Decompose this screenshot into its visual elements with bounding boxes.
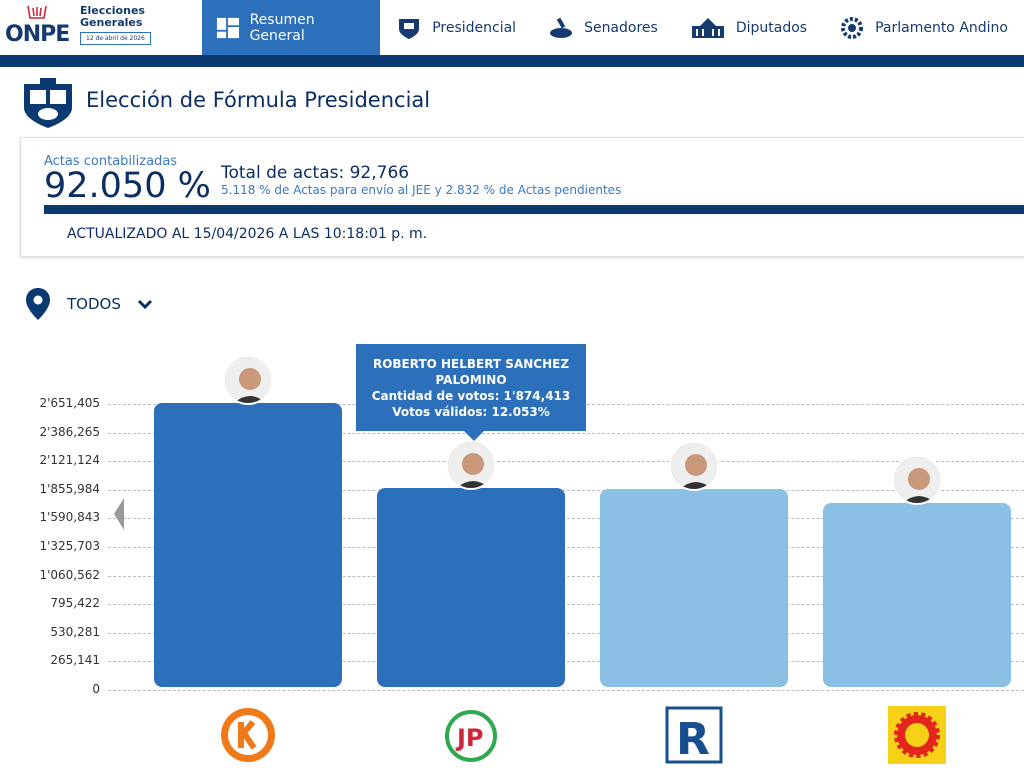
tab-senadores[interactable]: Senadores bbox=[532, 0, 674, 55]
filter-label: TODOS bbox=[67, 295, 121, 313]
y-tick-label: 2'386,265 bbox=[39, 424, 100, 439]
tab-label: Resumen General bbox=[249, 11, 315, 44]
logo-text: ONPE bbox=[5, 22, 70, 47]
hand-vote-icon bbox=[27, 5, 47, 19]
svg-text:JP: JP bbox=[455, 724, 484, 752]
location-filter[interactable]: TODOS bbox=[25, 287, 153, 321]
sun-party-logo[interactable] bbox=[888, 706, 946, 764]
coat-of-arms-icon bbox=[24, 78, 72, 128]
presidential-seal-icon bbox=[399, 18, 420, 39]
gridline bbox=[108, 632, 1024, 634]
gridline bbox=[108, 432, 1024, 434]
senate-icon bbox=[550, 17, 573, 38]
gridline bbox=[108, 690, 1024, 691]
fuerza-popular-k-logo[interactable] bbox=[219, 706, 277, 764]
congress-building-icon bbox=[691, 17, 724, 38]
candidate-photo bbox=[223, 355, 273, 406]
tab-resumen-general[interactable]: Resumen General bbox=[201, 0, 381, 55]
candidate-bar[interactable] bbox=[377, 487, 565, 687]
nav-underline bbox=[0, 55, 1024, 67]
renovacion-popular-r-logo[interactable]: R bbox=[665, 706, 723, 764]
y-tick-label: 2'651,405 bbox=[39, 396, 100, 410]
y-tick-label: 2'121,124 bbox=[39, 453, 100, 468]
y-tick-label: 265,141 bbox=[50, 653, 100, 668]
y-tick-label: 1'060,562 bbox=[39, 567, 100, 582]
actas-label: Actas contabilizadas bbox=[44, 154, 178, 169]
andean-sun-icon bbox=[841, 16, 864, 39]
page-title: Elección de Fórmula Presidencial bbox=[86, 88, 431, 112]
tab-label: Parlamento Andino bbox=[875, 19, 1008, 36]
y-tick-label: 1'325,703 bbox=[39, 539, 100, 553]
tab-label: Diputados bbox=[735, 19, 808, 36]
chevron-down-icon bbox=[137, 299, 152, 310]
actas-progress-bar bbox=[44, 205, 1024, 214]
candidate-photo bbox=[446, 439, 496, 490]
gridline bbox=[108, 547, 1024, 548]
gridline bbox=[108, 604, 1024, 606]
summary-card: Actas contabilizadas 92.050 % Total de a… bbox=[20, 137, 1024, 257]
scroll-left-arrow[interactable] bbox=[114, 498, 124, 530]
y-tick-label: 0 bbox=[92, 682, 100, 696]
candidate-photo bbox=[669, 441, 719, 492]
y-tick-label: 1'855,984 bbox=[39, 481, 100, 496]
tooltip-valid-votes: Votos válidos: 12.053% bbox=[392, 405, 550, 419]
candidate-bar[interactable] bbox=[600, 489, 788, 687]
actas-percentage: 92.050 % bbox=[44, 166, 211, 206]
y-tick-label: 1'590,843 bbox=[39, 510, 100, 525]
tooltip-votes: Cantidad de votos: 1'874,413 bbox=[371, 389, 571, 403]
logo-title: Elecciones Generales bbox=[80, 4, 145, 29]
top-nav: ONPE Elecciones Generales 12 de abril de… bbox=[0, 0, 1024, 56]
candidate-bar[interactable] bbox=[823, 503, 1011, 687]
svg-text:R: R bbox=[676, 714, 710, 764]
actas-detail: 5.118 % de Actas para envío al JEE y 2.8… bbox=[221, 183, 622, 197]
tab-diputados[interactable]: Diputados bbox=[674, 0, 823, 55]
tab-parlamento-andino[interactable]: Parlamento Andino bbox=[823, 0, 1024, 55]
candidate-bar[interactable] bbox=[154, 403, 342, 687]
location-pin-icon bbox=[26, 288, 50, 320]
logo-date: 12 de abril de 2026 bbox=[80, 32, 151, 45]
tab-label: Presidencial bbox=[432, 19, 517, 36]
updated-timestamp: ACTUALIZADO AL 15/04/2026 A LAS 10:18:01… bbox=[67, 226, 428, 242]
gridline bbox=[108, 489, 1024, 491]
gridline bbox=[108, 661, 1024, 663]
onpe-logo[interactable]: ONPE Elecciones Generales 12 de abril de… bbox=[0, 0, 202, 55]
gridline bbox=[108, 575, 1024, 577]
y-tick-label: 530,281 bbox=[50, 624, 100, 639]
tooltip-candidate-name: ROBERTO HELBERT SANCHEZ PALOMINO bbox=[372, 357, 570, 387]
gridline bbox=[108, 518, 1024, 520]
y-tick-label: 795,422 bbox=[50, 596, 100, 611]
candidate-photo bbox=[892, 455, 942, 506]
tab-presidencial[interactable]: Presidencial bbox=[380, 0, 532, 55]
dashboard-icon bbox=[216, 17, 239, 38]
juntos-por-el-peru-logo[interactable]: JP bbox=[442, 706, 500, 764]
candidate-tooltip: ROBERTO HELBERT SANCHEZ PALOMINO Cantida… bbox=[356, 344, 586, 441]
gridline bbox=[108, 461, 1024, 463]
total-actas: Total de actas: 92,766 bbox=[221, 163, 410, 183]
tab-label: Senadores bbox=[584, 19, 658, 36]
